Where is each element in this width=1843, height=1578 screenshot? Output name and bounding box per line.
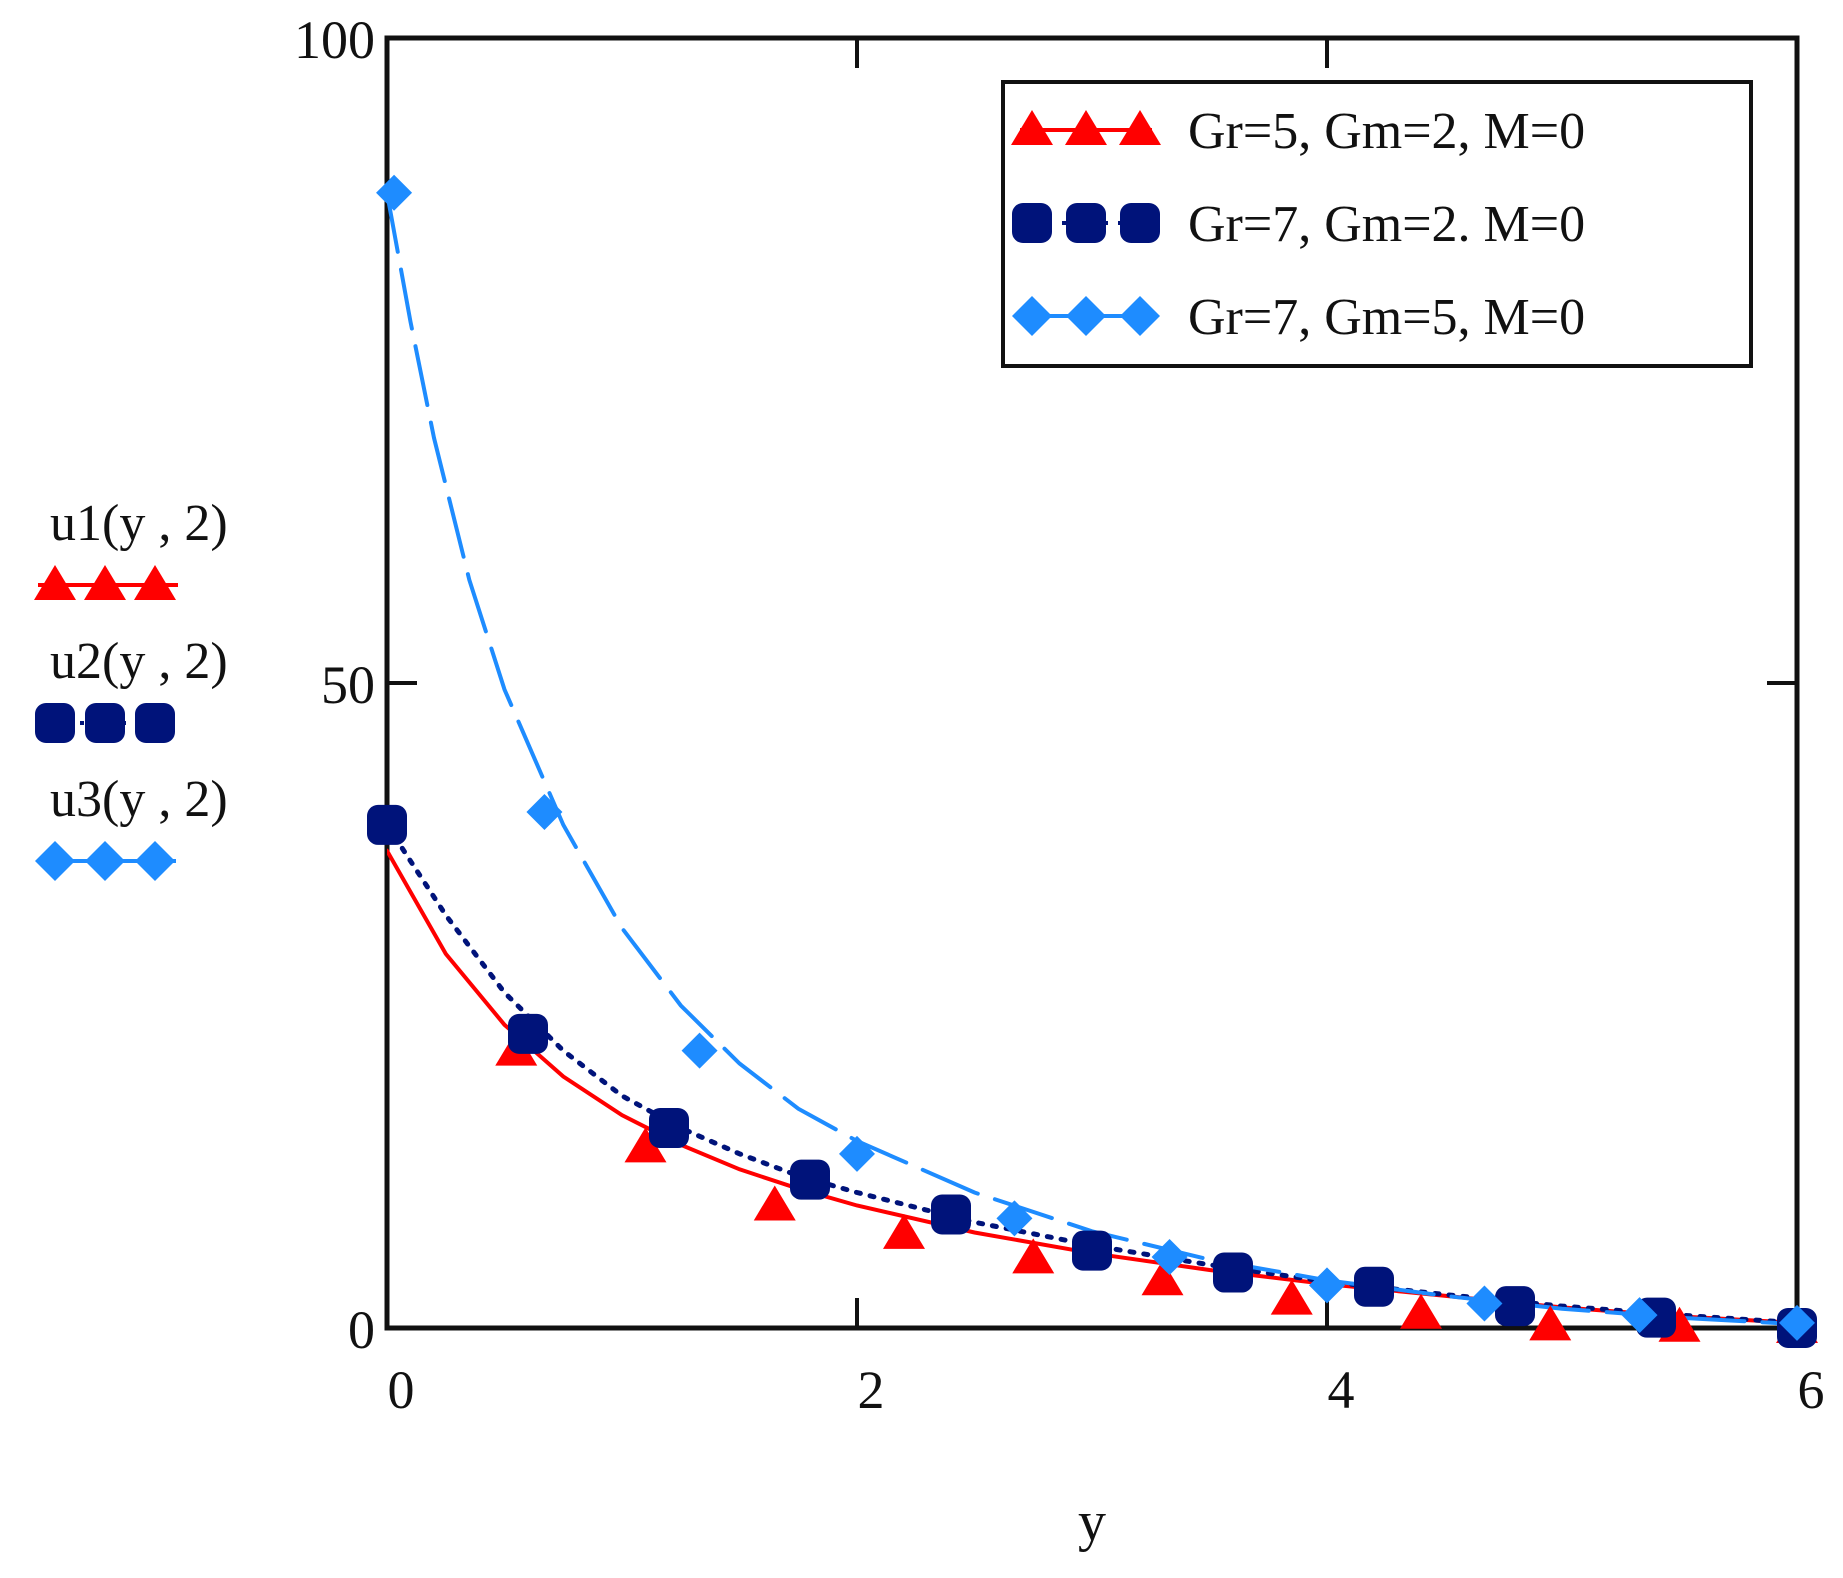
y-series-marker-2 <box>85 703 125 743</box>
y-tick-label: 100 <box>294 10 375 70</box>
y-series-marker-2 <box>135 703 175 743</box>
tick-labels-layer: 0 2 4 6 0 50 100 <box>294 10 1825 1420</box>
series-3-marker <box>1151 1239 1188 1276</box>
legend-row-2: Gr=7, Gm=2. M=0 <box>1012 196 1585 253</box>
series-2-marker <box>508 1013 548 1054</box>
y-series-marker-1 <box>134 565 176 600</box>
series-1-marker <box>883 1213 925 1249</box>
series-3-marker <box>1466 1285 1503 1322</box>
y-tick-label: 0 <box>348 1300 375 1360</box>
series-1-marker <box>624 1127 667 1163</box>
legend-label-2: Gr=7, Gm=2. M=0 <box>1188 196 1585 253</box>
series-line-2 <box>387 822 1797 1326</box>
legend-marker-1 <box>1119 110 1161 145</box>
x-tick-label: 6 <box>1798 1360 1825 1420</box>
x-tick-label: 4 <box>1328 1360 1355 1420</box>
legend-marker-2 <box>1066 203 1106 243</box>
series-3-marker <box>526 794 563 830</box>
legend-marker-3 <box>1120 296 1160 336</box>
legend-row-3: Gr=7, Gm=5, M=0 <box>1012 289 1585 346</box>
legend-label-1: Gr=5, Gm=2, M=0 <box>1188 103 1585 160</box>
series-1-marker <box>1529 1305 1572 1341</box>
x-axis-title: y <box>1078 1491 1106 1553</box>
series-2-marker <box>1495 1286 1535 1327</box>
y-series-label-3: u3(y , 2) <box>50 771 228 828</box>
legend-marker-3 <box>1012 296 1052 336</box>
y-axis-series-labels: u1(y , 2) u2(y , 2) u3(y , 2) <box>34 495 228 881</box>
series-3-marker <box>839 1135 875 1172</box>
series-1-marker <box>753 1185 796 1221</box>
y-series-marker-3 <box>135 841 175 881</box>
legend-label-3: Gr=7, Gm=5, M=0 <box>1188 289 1585 346</box>
series-2-marker <box>931 1194 971 1235</box>
series-3-marker <box>996 1200 1033 1237</box>
series-3-marker <box>1309 1267 1345 1304</box>
legend-marker-3 <box>1066 296 1106 336</box>
y-series-label-2: u2(y , 2) <box>50 633 228 690</box>
series-2-marker <box>1213 1252 1253 1293</box>
legend-marker-2 <box>1120 203 1160 243</box>
series-2-marker <box>649 1108 689 1149</box>
y-series-marker-3 <box>85 841 125 881</box>
series-2-marker <box>790 1159 830 1200</box>
y-series-marker-1 <box>34 565 76 600</box>
x-tick-label: 2 <box>858 1360 885 1420</box>
series-3-marker <box>1621 1297 1658 1334</box>
legend-row-1: Gr=5, Gm=2, M=0 <box>1011 103 1585 160</box>
legend-marker-2 <box>1012 203 1052 243</box>
y-series-marker-2 <box>35 703 75 743</box>
y-tick-label: 50 <box>321 655 375 715</box>
legend-marker-1 <box>1065 110 1107 145</box>
y-series-marker-1 <box>84 565 126 600</box>
legend-rows: Gr=5, Gm=2, M=0 Gr=7, Gm=2. M=0 Gr=7, Gm=5… <box>1011 103 1585 346</box>
series-2-marker <box>367 804 407 845</box>
series-3-marker <box>1779 1304 1815 1341</box>
series-1-marker <box>1141 1260 1184 1296</box>
legend: Gr=5, Gm=2, M=0 Gr=7, Gm=2. M=0 Gr=7, Gm=5… <box>1001 80 1753 368</box>
series-2-marker <box>1354 1266 1394 1307</box>
legend-marker-1 <box>1011 110 1053 145</box>
y-series-label-1: u1(y , 2) <box>50 495 228 552</box>
series-1-marker <box>1012 1238 1055 1274</box>
series-1-marker <box>1270 1279 1313 1315</box>
series-1-marker <box>1400 1293 1442 1329</box>
markers-layer <box>367 174 1818 1348</box>
series-3-marker <box>376 174 413 211</box>
series-2-marker <box>1072 1230 1112 1271</box>
x-tick-label: 0 <box>388 1360 415 1420</box>
series-line-3 <box>387 190 1797 1327</box>
series-3-marker <box>681 1032 718 1069</box>
y-series-marker-3 <box>35 841 75 881</box>
